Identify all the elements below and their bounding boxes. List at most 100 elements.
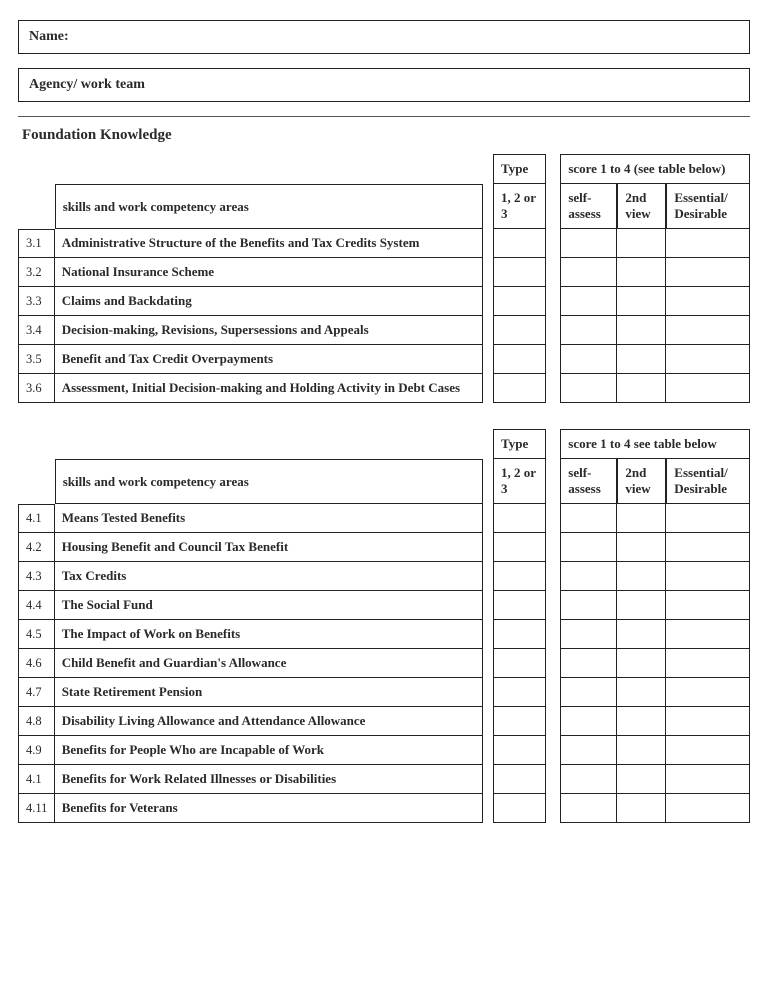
second-view-cell[interactable] (617, 707, 666, 736)
second-view-cell[interactable] (617, 504, 666, 533)
type-cell[interactable] (493, 316, 546, 345)
essential-cell[interactable] (666, 765, 750, 794)
competency-table-1: Type score 1 to 4 (see table below) skil… (18, 154, 750, 403)
essential-cell[interactable] (666, 736, 750, 765)
second-view-cell[interactable] (617, 591, 666, 620)
essential-cell[interactable] (666, 591, 750, 620)
type-cell[interactable] (493, 794, 546, 823)
row-number: 4.7 (18, 678, 55, 707)
self-assess-cell[interactable] (560, 229, 617, 258)
skill-area: Claims and Backdating (55, 287, 483, 316)
essential-cell[interactable] (666, 287, 750, 316)
second-view-cell[interactable] (617, 316, 666, 345)
essential-cell[interactable] (666, 504, 750, 533)
essential-cell[interactable] (666, 620, 750, 649)
name-field-box[interactable]: Name: (18, 20, 750, 54)
self-assess-cell[interactable] (560, 504, 617, 533)
row-number: 4.1 (18, 765, 55, 794)
self-assess-cell[interactable] (560, 258, 617, 287)
self-assess-cell[interactable] (560, 287, 617, 316)
second-view-cell[interactable] (617, 229, 666, 258)
self-assess-cell[interactable] (560, 620, 617, 649)
type-cell[interactable] (493, 287, 546, 316)
row-number: 3.1 (18, 229, 55, 258)
essential-cell[interactable] (666, 258, 750, 287)
type-cell[interactable] (493, 591, 546, 620)
essential-header: Essential/ Desirable (666, 184, 750, 229)
type-cell[interactable] (493, 258, 546, 287)
self-assess-cell[interactable] (560, 562, 617, 591)
type-cell[interactable] (493, 562, 546, 591)
essential-cell[interactable] (666, 533, 750, 562)
row-number: 3.5 (18, 345, 55, 374)
essential-cell[interactable] (666, 562, 750, 591)
self-assess-cell[interactable] (560, 678, 617, 707)
table-subheader-row: skills and work competency areas 1, 2 or… (18, 184, 750, 229)
skill-area: The Social Fund (55, 591, 483, 620)
agency-label: Agency/ work team (29, 77, 145, 92)
second-view-cell[interactable] (617, 678, 666, 707)
self-assess-header: self-assess (560, 184, 617, 229)
second-view-cell[interactable] (617, 345, 666, 374)
self-assess-cell[interactable] (560, 649, 617, 678)
table-header-row: Type score 1 to 4 (see table below) (18, 154, 750, 184)
essential-cell[interactable] (666, 649, 750, 678)
type-cell[interactable] (493, 374, 546, 403)
skill-area: Child Benefit and Guardian's Allowance (55, 649, 483, 678)
skill-area: Disability Living Allowance and Attendan… (55, 707, 483, 736)
type-cell[interactable] (493, 736, 546, 765)
self-assess-cell[interactable] (560, 345, 617, 374)
self-assess-cell[interactable] (560, 707, 617, 736)
second-view-cell[interactable] (617, 736, 666, 765)
second-view-cell[interactable] (617, 287, 666, 316)
type-header: Type (493, 429, 546, 459)
self-assess-cell[interactable] (560, 591, 617, 620)
type-cell[interactable] (493, 533, 546, 562)
self-assess-cell[interactable] (560, 794, 617, 823)
type-cell[interactable] (493, 504, 546, 533)
agency-field-box[interactable]: Agency/ work team (18, 68, 750, 102)
table-row: 4.6Child Benefit and Guardian's Allowanc… (18, 649, 750, 678)
type-subheader: 1, 2 or 3 (493, 184, 546, 229)
row-number: 4.3 (18, 562, 55, 591)
second-view-cell[interactable] (617, 794, 666, 823)
table-row: 3.6Assessment, Initial Decision-making a… (18, 374, 750, 403)
table-row: 3.2National Insurance Scheme (18, 258, 750, 287)
competency-table-2: Type score 1 to 4 see table below skills… (18, 429, 750, 823)
type-cell[interactable] (493, 765, 546, 794)
second-view-cell[interactable] (617, 374, 666, 403)
table-row: 4.9Benefits for People Who are Incapable… (18, 736, 750, 765)
skill-area: Assessment, Initial Decision-making and … (55, 374, 483, 403)
essential-cell[interactable] (666, 794, 750, 823)
self-assess-cell[interactable] (560, 316, 617, 345)
second-view-cell[interactable] (617, 620, 666, 649)
self-assess-cell[interactable] (560, 374, 617, 403)
type-cell[interactable] (493, 345, 546, 374)
type-cell[interactable] (493, 649, 546, 678)
second-view-cell[interactable] (617, 649, 666, 678)
row-number: 4.8 (18, 707, 55, 736)
type-cell[interactable] (493, 620, 546, 649)
type-cell[interactable] (493, 707, 546, 736)
essential-cell[interactable] (666, 345, 750, 374)
self-assess-cell[interactable] (560, 736, 617, 765)
second-view-cell[interactable] (617, 258, 666, 287)
skill-area: The Impact of Work on Benefits (55, 620, 483, 649)
name-label: Name: (29, 29, 69, 44)
type-cell[interactable] (493, 229, 546, 258)
self-assess-cell[interactable] (560, 533, 617, 562)
essential-cell[interactable] (666, 229, 750, 258)
second-view-cell[interactable] (617, 562, 666, 591)
essential-cell[interactable] (666, 678, 750, 707)
type-cell[interactable] (493, 678, 546, 707)
essential-cell[interactable] (666, 707, 750, 736)
second-view-cell[interactable] (617, 533, 666, 562)
second-view-cell[interactable] (617, 765, 666, 794)
self-assess-cell[interactable] (560, 765, 617, 794)
essential-cell[interactable] (666, 374, 750, 403)
table-row: 3.1Administrative Structure of the Benef… (18, 229, 750, 258)
essential-cell[interactable] (666, 316, 750, 345)
table-row: 4.7State Retirement Pension (18, 678, 750, 707)
skill-area: National Insurance Scheme (55, 258, 483, 287)
skill-area: Benefit and Tax Credit Overpayments (55, 345, 483, 374)
